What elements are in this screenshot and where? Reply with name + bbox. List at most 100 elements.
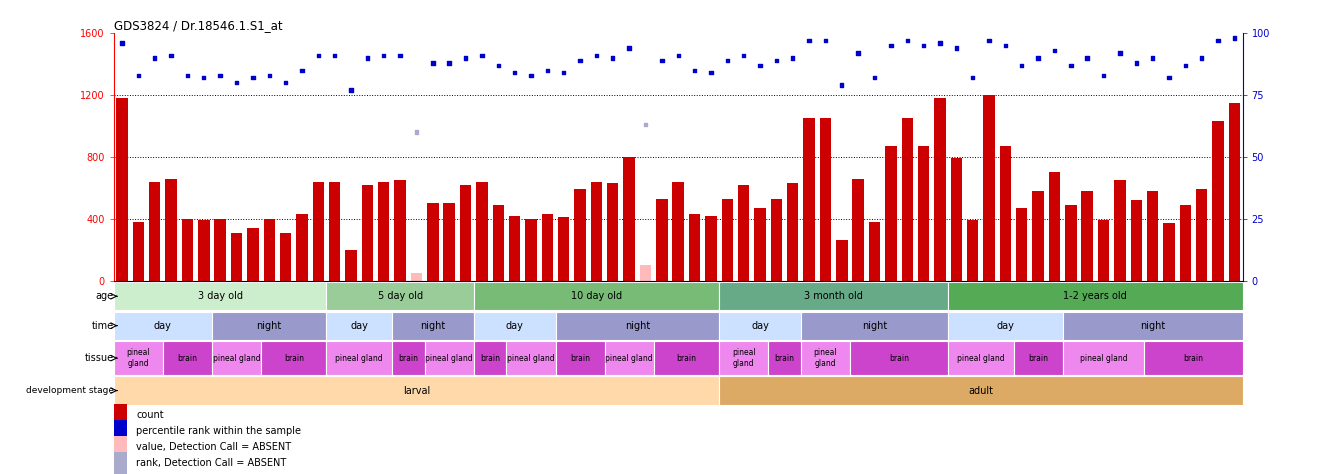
Bar xyxy=(345,250,356,281)
Bar xyxy=(114,420,127,442)
Point xyxy=(848,49,869,57)
Point xyxy=(161,52,182,59)
Point xyxy=(209,72,230,79)
Point xyxy=(553,69,574,77)
Bar xyxy=(327,311,392,340)
Point xyxy=(226,79,248,86)
Bar xyxy=(392,341,424,375)
Text: 3 month old: 3 month old xyxy=(805,291,864,301)
Text: development stage: development stage xyxy=(25,386,114,395)
Text: 3 day old: 3 day old xyxy=(198,291,242,301)
Point xyxy=(961,74,983,82)
Point xyxy=(242,74,264,82)
Point xyxy=(471,52,493,59)
Bar xyxy=(506,341,556,375)
Bar xyxy=(525,219,537,281)
Bar xyxy=(248,228,258,281)
Bar xyxy=(719,311,801,340)
Point xyxy=(1093,72,1114,79)
Text: day: day xyxy=(154,320,171,331)
Point xyxy=(668,52,690,59)
Bar xyxy=(574,190,585,281)
Bar xyxy=(1145,341,1243,375)
Bar xyxy=(850,341,948,375)
Text: 10 day old: 10 day old xyxy=(570,291,623,301)
Text: pineal gland: pineal gland xyxy=(426,354,473,363)
Point xyxy=(995,42,1016,49)
Text: day: day xyxy=(751,320,769,331)
Bar xyxy=(362,185,374,281)
Bar xyxy=(395,180,406,281)
Bar xyxy=(474,341,506,375)
Text: pineal gland: pineal gland xyxy=(507,354,554,363)
Bar xyxy=(1063,341,1145,375)
Bar xyxy=(769,341,801,375)
Point xyxy=(766,56,787,64)
Text: night: night xyxy=(1139,320,1165,331)
Point xyxy=(913,42,935,49)
Bar xyxy=(556,311,719,340)
Bar xyxy=(656,199,668,281)
Bar xyxy=(722,199,732,281)
Text: brain: brain xyxy=(481,354,499,363)
Text: brain: brain xyxy=(570,354,590,363)
Bar xyxy=(803,118,815,281)
Bar xyxy=(114,436,127,458)
Point xyxy=(1174,62,1196,69)
Bar xyxy=(327,341,392,375)
Text: brain: brain xyxy=(398,354,418,363)
Text: brain: brain xyxy=(676,354,696,363)
Bar xyxy=(474,282,719,310)
Text: adult: adult xyxy=(968,385,994,396)
Text: pineal
gland: pineal gland xyxy=(814,348,837,368)
Bar xyxy=(509,216,521,281)
Bar xyxy=(706,216,716,281)
Point xyxy=(1060,62,1082,69)
Point xyxy=(814,37,836,45)
Point xyxy=(145,54,166,62)
Point xyxy=(127,72,149,79)
Bar xyxy=(327,282,474,310)
Point xyxy=(929,39,951,47)
Text: day: day xyxy=(351,320,368,331)
Point xyxy=(1142,54,1164,62)
Point xyxy=(308,52,329,59)
Bar xyxy=(719,376,1243,405)
Text: brain: brain xyxy=(284,354,304,363)
Bar xyxy=(901,118,913,281)
Bar xyxy=(672,182,684,281)
Bar xyxy=(688,214,700,281)
Bar xyxy=(869,222,880,281)
Text: pineal gland: pineal gland xyxy=(335,354,383,363)
Bar xyxy=(214,219,226,281)
Text: day: day xyxy=(996,320,1015,331)
Bar xyxy=(801,311,948,340)
Point xyxy=(406,128,427,136)
Text: night: night xyxy=(257,320,281,331)
Bar xyxy=(264,219,274,281)
Point xyxy=(1208,37,1229,45)
Bar xyxy=(590,182,603,281)
Bar xyxy=(1148,191,1158,281)
Text: brain: brain xyxy=(774,354,794,363)
Point xyxy=(111,39,133,47)
Bar xyxy=(1196,190,1208,281)
Point xyxy=(177,72,198,79)
Text: brain: brain xyxy=(178,354,197,363)
Bar xyxy=(493,205,503,281)
Point xyxy=(897,37,919,45)
Text: pineal gland: pineal gland xyxy=(957,354,1004,363)
Point xyxy=(585,52,607,59)
Bar xyxy=(1164,223,1174,281)
Text: age: age xyxy=(95,291,114,301)
Point xyxy=(979,37,1000,45)
Point xyxy=(1126,59,1148,67)
Bar xyxy=(1014,341,1063,375)
Point xyxy=(537,66,558,74)
Bar xyxy=(212,341,261,375)
Point xyxy=(1027,54,1048,62)
Bar xyxy=(1229,103,1240,281)
Bar xyxy=(948,282,1243,310)
Bar xyxy=(312,182,324,281)
Text: 5 day old: 5 day old xyxy=(378,291,423,301)
